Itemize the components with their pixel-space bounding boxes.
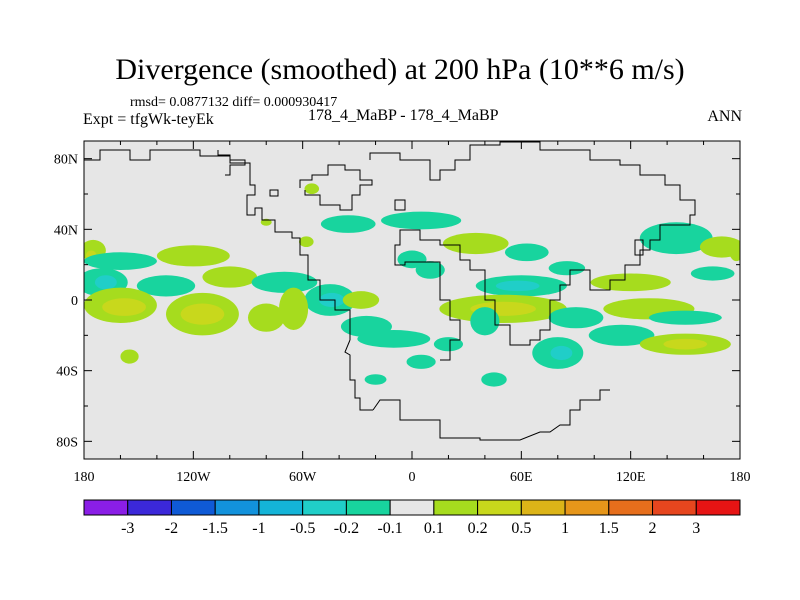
coast-uk [394, 199, 406, 211]
case-line: 178_4_MaBP - 178_4_MaBP [308, 107, 499, 124]
contour-blob-26 [415, 261, 445, 279]
x-tick-label-2: 60W [289, 470, 317, 485]
x-tick-label-5: 120E [616, 470, 646, 485]
contour-blob-44 [481, 372, 507, 387]
contour-blob-10 [102, 298, 146, 316]
contour-blob-2 [84, 252, 157, 270]
x-tick-label-4: 60E [510, 470, 533, 485]
contour-blob-35 [648, 310, 722, 325]
contour-blob-8 [251, 271, 318, 293]
coastlines [84, 141, 696, 441]
coast-north-america [84, 149, 351, 340]
coast-iceland [269, 189, 279, 197]
colorbar-label-2: -1.5 [203, 520, 228, 537]
colorbar-label-1: -2 [165, 520, 178, 537]
y-axis: 80N 40N 0 40S 80S [54, 153, 740, 450]
x-tick-label-0: 180 [74, 470, 95, 485]
colorbar-label-8: 0.2 [468, 520, 488, 537]
contour-blob-49 [729, 239, 740, 262]
colorbar-box-0 [83, 499, 129, 516]
colorbar-label-7: 0.1 [424, 520, 444, 537]
x-tick-label-1: 120W [176, 470, 211, 485]
colorbar-box-6 [345, 499, 391, 516]
plot-title: Divergence (smoothed) at 200 hPa (10**6 … [115, 53, 685, 86]
contour-blob-40 [663, 338, 708, 350]
colorbar-label-10: 1 [561, 520, 569, 537]
colorbar-label-0: -3 [121, 520, 134, 537]
contour-blob-43 [364, 374, 387, 385]
colorbar-label-6: -0.1 [377, 520, 402, 537]
colorbar-label-3: -1 [252, 520, 265, 537]
colorbar-box-9 [477, 499, 522, 516]
coast-japan [634, 239, 644, 256]
colorbar-box-10 [520, 499, 566, 516]
contour-blob-48 [690, 266, 735, 281]
contour-blob-50 [590, 273, 671, 292]
contour-fields [84, 183, 740, 387]
coast-arctic-islands [217, 150, 246, 176]
contour-blob-23 [299, 236, 314, 247]
contour-blob-52 [304, 183, 320, 194]
y-tick-label-4: 80S [56, 435, 78, 450]
contour-blob-29 [495, 280, 540, 292]
colorbar-box-8 [433, 499, 479, 516]
contour-blob-22 [381, 211, 462, 230]
colorbar: -3 -2 -1.5 -1 -0.5 -0.2 -0.1 0.1 0.2 0.5 1 1.5 2 3 [83, 499, 741, 537]
contour-blob-3 [156, 245, 230, 267]
y-tick-label-0: 80N [54, 153, 78, 168]
colorbar-label-4: -0.5 [290, 520, 315, 537]
coast-africa [420, 261, 461, 361]
contour-blob-51 [548, 261, 586, 276]
x-tick-label-6: 180 [730, 470, 751, 485]
contour-blob-46 [639, 222, 713, 255]
colorbar-label-13: 3 [692, 520, 700, 537]
contour-blob-21 [320, 215, 376, 233]
x-axis: 180 120W 60W 0 60E 120E 180 [74, 141, 751, 485]
stats-line: rmsd= 0.0877132 diff= 0.000930417 [130, 95, 338, 110]
colorbar-box-7 [389, 499, 435, 516]
colorbar-label-9: 0.5 [511, 520, 531, 537]
colorbar-box-1 [127, 499, 172, 516]
colorbar-label-12: 2 [649, 520, 657, 537]
contour-blob-38 [588, 324, 655, 346]
y-tick-label-3: 40S [56, 365, 78, 380]
contour-blob-27 [504, 243, 549, 262]
contour-blob-6 [94, 275, 117, 290]
coast-south-america [344, 339, 373, 411]
contour-blob-37 [550, 345, 573, 361]
contour-blob-25 [442, 232, 509, 255]
colorbar-box-2 [170, 499, 216, 516]
contour-blob-33 [548, 307, 604, 329]
contour-blob-4 [202, 266, 258, 288]
colorbar-box-12 [608, 499, 654, 516]
colorbar-label-11: 1.5 [599, 520, 619, 537]
colorbar-box-14 [695, 499, 741, 516]
contour-blob-42 [406, 354, 436, 369]
colorbar-box-3 [214, 499, 260, 516]
contour-blob-13 [248, 303, 285, 332]
y-tick-label-2: 0 [71, 294, 78, 309]
colorbar-box-13 [652, 499, 697, 516]
contour-blob-32 [470, 307, 500, 336]
x-tick-label-3: 0 [409, 470, 416, 485]
coast-eurasia [369, 141, 696, 346]
contour-blob-17 [342, 291, 380, 309]
colorbar-box-4 [258, 499, 304, 516]
contour-blob-19 [120, 349, 139, 364]
experiment-line: Expt = tfgWk-teyEk [83, 111, 214, 128]
y-tick-label-1: 40N [54, 223, 78, 238]
contour-blob-45 [433, 337, 464, 352]
contour-blob-7 [136, 275, 196, 297]
coast-greenland [299, 164, 373, 211]
colorbar-label-5: -0.2 [334, 520, 359, 537]
season-label: ANN [707, 108, 742, 125]
contour-blob-12 [180, 303, 225, 325]
contour-blob-16 [278, 287, 309, 331]
colorbar-box-5 [302, 499, 347, 516]
colorbar-box-11 [564, 499, 610, 516]
contour-blob-41 [357, 330, 431, 348]
coast-antarctica [372, 389, 610, 441]
